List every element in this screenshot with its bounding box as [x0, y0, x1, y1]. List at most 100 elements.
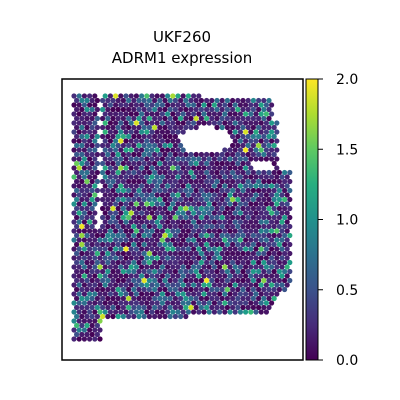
spot-point — [146, 187, 152, 194]
spot-point — [87, 273, 93, 279]
spot-point — [154, 174, 160, 180]
spot-point — [191, 273, 197, 279]
spot-point — [266, 268, 272, 275]
spot-point — [248, 282, 254, 288]
spot-point — [253, 102, 259, 108]
spot-point — [123, 120, 129, 126]
spot-point — [263, 282, 269, 288]
spot-point — [185, 192, 191, 198]
spot-point — [235, 250, 241, 257]
spot-point — [120, 304, 126, 311]
spot-point — [232, 264, 238, 270]
spot-point — [284, 228, 290, 234]
spot-point — [240, 205, 246, 212]
spot-point — [165, 210, 171, 216]
spot-point — [100, 313, 106, 320]
spot-point — [201, 174, 207, 180]
spot-point — [167, 295, 173, 302]
spot-point — [113, 138, 119, 144]
spot-point — [131, 115, 137, 122]
spot-point — [71, 327, 77, 333]
spot-point — [87, 147, 93, 153]
spot-point — [211, 192, 217, 198]
spot-point — [256, 232, 262, 239]
spot-point — [110, 250, 116, 257]
spot-point — [175, 192, 181, 198]
spot-point — [245, 286, 251, 293]
spot-point — [230, 277, 236, 284]
spot-point — [131, 196, 137, 203]
spot-point — [123, 282, 129, 288]
spot-point — [79, 295, 85, 302]
spot-point — [271, 277, 277, 284]
colorbar-tick-label: 1.5 — [336, 142, 358, 158]
spot-point — [144, 147, 150, 153]
spot-point — [250, 232, 256, 239]
spot-point — [172, 178, 178, 185]
spot-point — [94, 232, 100, 239]
spot-point — [248, 273, 254, 279]
spot-point — [133, 282, 139, 288]
spot-point — [211, 237, 217, 243]
spot-point — [214, 268, 220, 275]
spot-point — [248, 300, 254, 306]
spot-point — [214, 241, 220, 248]
spot-point — [74, 214, 80, 221]
spot-point — [84, 277, 90, 284]
spot-point — [175, 255, 181, 261]
spot-point — [237, 165, 243, 171]
spot-point — [131, 187, 137, 194]
spot-point — [165, 156, 171, 162]
spot-point — [71, 165, 77, 171]
spot-point — [256, 304, 262, 311]
spot-point — [154, 210, 160, 216]
spot-point — [118, 228, 124, 234]
spot-point — [84, 295, 90, 302]
spot-point — [100, 133, 106, 140]
spot-point — [170, 273, 176, 279]
spot-point — [113, 102, 119, 108]
spot-point — [144, 111, 150, 117]
spot-point — [263, 228, 269, 234]
spot-point — [230, 160, 236, 167]
spot-point — [136, 286, 142, 293]
spot-point — [243, 165, 249, 171]
spot-point — [92, 210, 98, 216]
spot-point — [217, 237, 223, 243]
spot-point — [139, 165, 145, 171]
spot-point — [105, 313, 111, 320]
spot-point — [113, 228, 119, 234]
spot-point — [271, 187, 277, 194]
spot-point — [266, 259, 272, 266]
spot-point — [240, 214, 246, 221]
spot-point — [102, 228, 108, 234]
spot-point — [126, 223, 132, 230]
spot-point — [126, 214, 132, 221]
spot-point — [178, 286, 184, 293]
spot-point — [211, 102, 217, 108]
spot-point — [141, 250, 147, 257]
spot-point — [71, 201, 77, 207]
spot-point — [154, 165, 160, 171]
spot-point — [269, 192, 275, 198]
spot-point — [162, 133, 168, 140]
spot-point — [237, 138, 243, 144]
spot-point — [110, 232, 116, 239]
spot-point — [123, 201, 129, 207]
spot-point — [243, 255, 249, 261]
spot-point — [128, 264, 134, 270]
spot-point — [237, 120, 243, 126]
spot-point — [144, 210, 150, 216]
spot-point — [266, 223, 272, 230]
spot-point — [120, 313, 126, 320]
spot-point — [185, 102, 191, 108]
spot-point — [157, 169, 163, 176]
spot-point — [152, 259, 158, 266]
spot-point — [237, 201, 243, 207]
spot-point — [196, 111, 202, 117]
spot-point — [219, 277, 225, 284]
spot-point — [219, 115, 225, 122]
spot-point — [102, 183, 108, 189]
spot-point — [105, 277, 111, 284]
